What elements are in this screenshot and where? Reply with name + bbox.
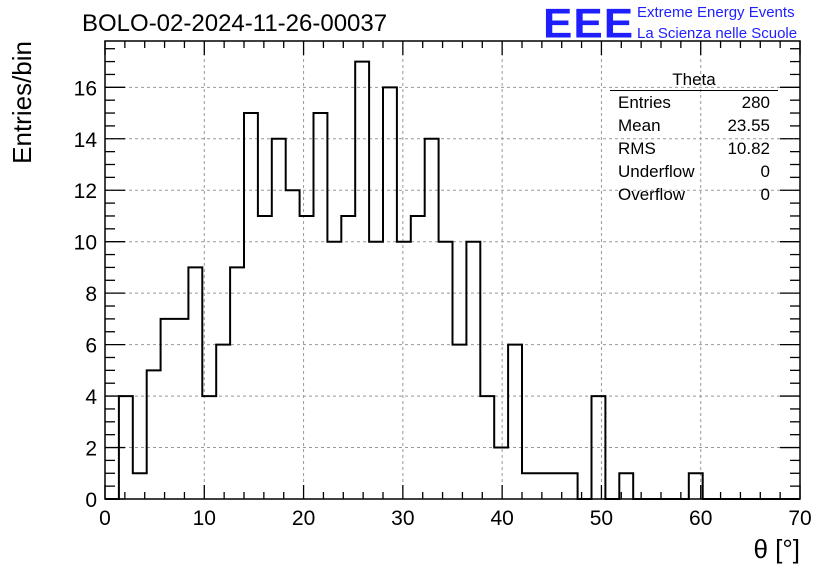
y-tick-label: 0 [85, 489, 97, 512]
stats-label: Underflow [618, 162, 695, 181]
y-tick-label: 16 [74, 77, 97, 100]
logo-line-2: La Scienza nelle Scuole [637, 25, 798, 42]
stats-row-entries: Entries 280 [610, 91, 778, 114]
stats-box-title: Theta [610, 70, 778, 91]
histogram-series [105, 60, 800, 500]
histogram-title: BOLO-02-2024-11-26-00037 [82, 10, 388, 37]
y-tick-label: 10 [74, 232, 97, 255]
x-tick-label: 20 [292, 507, 315, 530]
x-axis-label: θ [°] [753, 534, 800, 564]
x-tick-label: 10 [193, 507, 216, 530]
stats-value: 280 [741, 93, 770, 112]
stats-row-rms: RMS 10.82 [610, 137, 778, 160]
stats-row-mean: Mean 23.55 [610, 114, 778, 137]
axis-ticks [104, 41, 801, 500]
eee-logo-mark: EEE [543, 0, 635, 47]
stats-value: 0 [760, 162, 770, 181]
x-tick-label: 70 [788, 507, 811, 530]
plot-frame [104, 40, 801, 500]
x-tick-label: 60 [689, 507, 712, 530]
x-tick-label: 30 [391, 507, 414, 530]
y-tick-label: 4 [85, 386, 97, 409]
y-axis-label: Entries/bin [7, 41, 37, 164]
y-tick-label: 6 [85, 335, 97, 358]
stats-label: Overflow [618, 185, 686, 204]
stats-row-overflow: Overflow 0 [610, 183, 778, 206]
stats-row-underflow: Underflow 0 [610, 160, 778, 183]
stats-label: RMS [618, 139, 656, 158]
y-tick-labels: 0 2 4 6 8 10 12 14 16 [74, 77, 98, 512]
logo-line-1: Extreme Energy Events [637, 4, 795, 21]
y-tick-label: 2 [85, 438, 97, 461]
x-tick-label: 50 [590, 507, 613, 530]
stats-value: 23.55 [727, 116, 770, 135]
y-tick-label: 8 [85, 283, 97, 306]
stats-value: 10.82 [727, 139, 770, 158]
stats-value: 0 [760, 185, 770, 204]
y-tick-label: 12 [74, 180, 97, 203]
stats-box: Theta Entries 280 Mean 23.55 RMS 10.82 U… [610, 70, 778, 206]
x-tick-label: 40 [490, 507, 513, 530]
x-tick-labels: 0 10 20 30 40 50 60 70 [99, 507, 812, 530]
y-tick-label: 14 [74, 129, 98, 152]
x-tick-label: 0 [99, 507, 111, 530]
stats-label: Mean [618, 116, 661, 135]
stats-label: Entries [618, 93, 671, 112]
grid-lines [105, 41, 800, 499]
